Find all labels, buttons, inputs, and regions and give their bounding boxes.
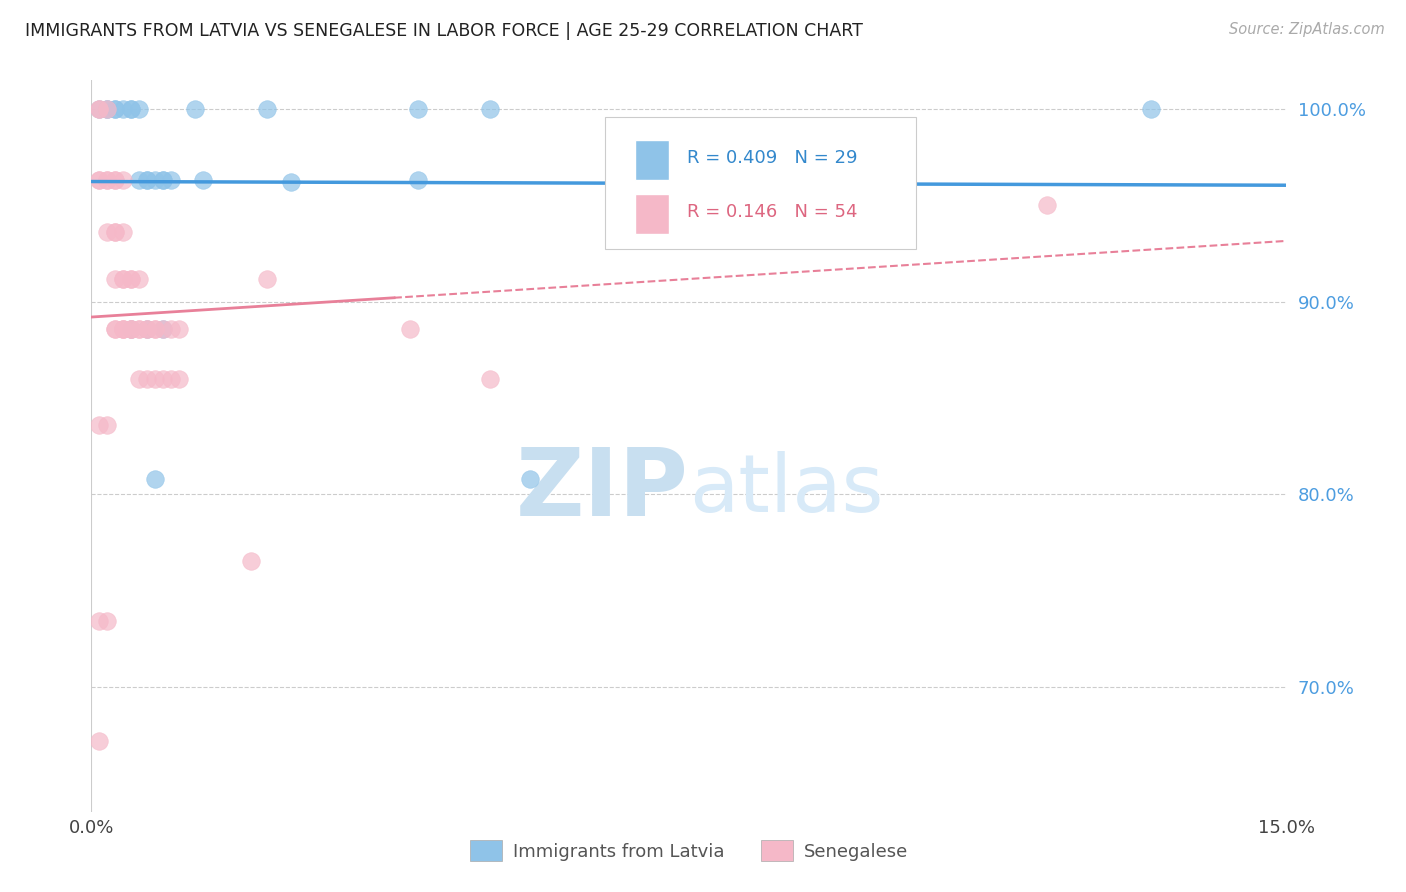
Point xyxy=(152,321,174,335)
Point xyxy=(112,173,135,187)
Point xyxy=(143,321,166,335)
Point xyxy=(120,271,142,285)
Point xyxy=(120,102,142,116)
Point xyxy=(152,321,174,335)
Point xyxy=(120,321,142,335)
Point xyxy=(143,371,166,385)
Point xyxy=(104,102,127,116)
Point xyxy=(478,102,501,116)
Point xyxy=(120,321,142,335)
Point xyxy=(104,225,127,239)
Point xyxy=(478,371,501,385)
Text: IMMIGRANTS FROM LATVIA VS SENEGALESE IN LABOR FORCE | AGE 25-29 CORRELATION CHAR: IMMIGRANTS FROM LATVIA VS SENEGALESE IN … xyxy=(25,22,863,40)
Point xyxy=(160,321,183,335)
Point xyxy=(128,102,150,116)
Point xyxy=(184,102,207,116)
Point xyxy=(128,173,150,187)
FancyBboxPatch shape xyxy=(605,117,917,249)
Point xyxy=(128,271,150,285)
Point xyxy=(89,173,111,187)
Point xyxy=(96,102,118,116)
Point xyxy=(89,102,111,116)
Point xyxy=(1036,198,1059,212)
Point xyxy=(136,321,159,335)
Point xyxy=(96,173,118,187)
Point xyxy=(1140,102,1163,116)
Point xyxy=(167,321,190,335)
Point xyxy=(89,417,111,432)
FancyBboxPatch shape xyxy=(636,140,669,180)
Point xyxy=(136,173,159,187)
Point xyxy=(239,554,262,568)
Point xyxy=(89,614,111,628)
Text: ZIP: ZIP xyxy=(516,444,689,536)
Point xyxy=(256,271,278,285)
Point xyxy=(152,173,174,187)
Point xyxy=(128,371,150,385)
Point xyxy=(143,472,166,486)
Point xyxy=(96,417,118,432)
FancyBboxPatch shape xyxy=(636,194,669,234)
Point xyxy=(104,321,127,335)
Text: atlas: atlas xyxy=(689,450,883,529)
Point xyxy=(96,102,118,116)
Point xyxy=(89,733,111,747)
Point xyxy=(160,371,183,385)
Point xyxy=(96,614,118,628)
Point xyxy=(89,102,111,116)
Point xyxy=(104,225,127,239)
Point xyxy=(191,173,214,187)
Point xyxy=(96,173,118,187)
Point xyxy=(112,225,135,239)
Point xyxy=(167,371,190,385)
Point xyxy=(104,102,127,116)
Point xyxy=(136,321,159,335)
Point xyxy=(160,173,183,187)
Text: R = 0.409   N = 29: R = 0.409 N = 29 xyxy=(686,149,858,167)
Point xyxy=(120,321,142,335)
Point xyxy=(143,321,166,335)
Text: R = 0.146   N = 54: R = 0.146 N = 54 xyxy=(686,202,858,221)
Point xyxy=(104,321,127,335)
Point xyxy=(112,321,135,335)
Point xyxy=(112,271,135,285)
Point xyxy=(399,321,422,335)
Point xyxy=(128,321,150,335)
Point xyxy=(136,371,159,385)
Point xyxy=(104,173,127,187)
Legend: Immigrants from Latvia, Senegalese: Immigrants from Latvia, Senegalese xyxy=(463,833,915,869)
Point xyxy=(104,271,127,285)
Point xyxy=(143,173,166,187)
Point xyxy=(89,173,111,187)
Point xyxy=(96,225,118,239)
Point xyxy=(519,472,541,486)
Point xyxy=(96,102,118,116)
Point xyxy=(120,102,142,116)
Text: Source: ZipAtlas.com: Source: ZipAtlas.com xyxy=(1229,22,1385,37)
Point xyxy=(112,321,135,335)
Point xyxy=(120,271,142,285)
Point xyxy=(120,321,142,335)
Point xyxy=(280,175,302,189)
Point xyxy=(152,173,174,187)
Point xyxy=(136,321,159,335)
Point xyxy=(112,271,135,285)
Point xyxy=(112,102,135,116)
Point xyxy=(406,102,429,116)
Point xyxy=(136,173,159,187)
Point xyxy=(128,321,150,335)
Point xyxy=(406,173,429,187)
Point xyxy=(104,173,127,187)
Point xyxy=(89,102,111,116)
Point xyxy=(256,102,278,116)
Point xyxy=(152,371,174,385)
Point xyxy=(112,321,135,335)
Point xyxy=(717,198,740,212)
